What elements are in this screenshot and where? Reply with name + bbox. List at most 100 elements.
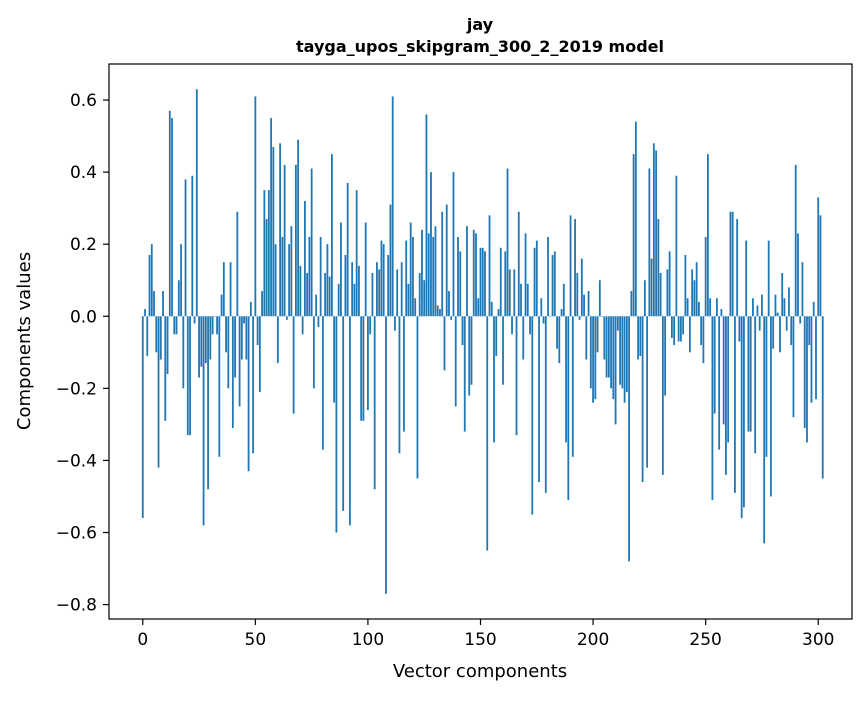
bar-139 bbox=[454, 316, 457, 407]
bar-283 bbox=[779, 316, 781, 353]
bar-193 bbox=[576, 273, 579, 317]
bar-24 bbox=[195, 89, 198, 317]
bar-280 bbox=[772, 316, 775, 349]
y-tick-label: 0.4 bbox=[70, 163, 97, 183]
bar-158 bbox=[497, 309, 500, 317]
bar-302 bbox=[821, 316, 824, 479]
bar-154 bbox=[488, 215, 491, 317]
bar-59 bbox=[274, 244, 277, 317]
bar-23 bbox=[193, 316, 196, 324]
bar-102 bbox=[371, 273, 374, 317]
bar-33 bbox=[216, 316, 218, 335]
bar-226 bbox=[650, 258, 653, 317]
bar-92 bbox=[349, 316, 351, 526]
bar-22 bbox=[191, 175, 194, 317]
bar-246 bbox=[695, 262, 698, 317]
bar-25 bbox=[198, 316, 200, 378]
bars-group bbox=[141, 89, 824, 594]
bar-53 bbox=[261, 291, 263, 317]
bar-121 bbox=[414, 298, 417, 317]
bar-133 bbox=[441, 211, 444, 317]
bar-94 bbox=[353, 283, 356, 317]
bar-46 bbox=[245, 316, 248, 360]
bar-201 bbox=[594, 316, 597, 400]
bar-87 bbox=[337, 283, 340, 317]
bar-8 bbox=[159, 316, 162, 360]
bar-191 bbox=[571, 316, 574, 457]
bar-11 bbox=[166, 316, 169, 374]
bar-240 bbox=[682, 316, 685, 335]
bar-291 bbox=[797, 233, 799, 317]
bar-129 bbox=[432, 236, 435, 317]
bar-99 bbox=[364, 222, 367, 317]
bar-110 bbox=[389, 204, 392, 317]
bar-287 bbox=[788, 287, 790, 317]
bar-271 bbox=[752, 298, 754, 317]
bar-166 bbox=[515, 316, 518, 436]
bar-286 bbox=[785, 316, 788, 331]
bar-100 bbox=[367, 316, 369, 410]
bar-44 bbox=[240, 316, 243, 360]
bar-112 bbox=[394, 316, 396, 331]
bar-217 bbox=[630, 291, 633, 317]
bar-228 bbox=[655, 150, 658, 317]
bar-182 bbox=[551, 255, 554, 317]
bar-232 bbox=[664, 316, 667, 396]
bar-256 bbox=[718, 316, 721, 450]
bar-152 bbox=[484, 251, 486, 317]
bar-189 bbox=[567, 316, 570, 501]
bar-208 bbox=[610, 316, 612, 389]
bar-55 bbox=[265, 218, 268, 317]
bar-29 bbox=[207, 316, 209, 490]
bar-236 bbox=[673, 316, 676, 346]
bar-30 bbox=[209, 316, 212, 360]
bar-75 bbox=[310, 168, 313, 317]
bar-255 bbox=[716, 298, 718, 317]
bar-290 bbox=[794, 164, 797, 317]
bar-78 bbox=[317, 316, 320, 328]
bar-200 bbox=[592, 316, 594, 403]
bar-274 bbox=[758, 316, 761, 331]
bar-68 bbox=[294, 164, 297, 317]
bar-9 bbox=[162, 291, 164, 317]
bar-51 bbox=[256, 316, 259, 346]
bar-116 bbox=[403, 316, 405, 432]
bar-115 bbox=[400, 262, 403, 317]
bar-160 bbox=[502, 316, 504, 385]
bar-253 bbox=[711, 316, 714, 501]
bar-183 bbox=[553, 251, 556, 317]
bar-281 bbox=[774, 294, 777, 317]
bar-205 bbox=[603, 316, 606, 360]
bar-263 bbox=[734, 316, 736, 493]
bar-257 bbox=[720, 309, 723, 317]
bar-20 bbox=[186, 316, 189, 436]
bar-250 bbox=[704, 236, 707, 317]
bar-127 bbox=[427, 233, 430, 317]
bar-239 bbox=[679, 316, 682, 342]
x-tick-label: 100 bbox=[352, 630, 384, 650]
bar-157 bbox=[495, 316, 498, 356]
bar-268 bbox=[745, 240, 748, 317]
bar-42 bbox=[236, 211, 239, 317]
bar-262 bbox=[731, 211, 734, 317]
bar-230 bbox=[659, 273, 662, 317]
chart-title-line-1: jay bbox=[466, 15, 494, 34]
bar-163 bbox=[508, 269, 511, 317]
bar-170 bbox=[524, 233, 527, 317]
x-tick-label: 150 bbox=[464, 630, 496, 650]
bar-96 bbox=[358, 265, 360, 317]
bar-43 bbox=[238, 316, 241, 407]
bar-242 bbox=[686, 298, 689, 317]
bar-296 bbox=[808, 316, 811, 346]
bar-32 bbox=[213, 316, 216, 317]
bar-79 bbox=[319, 236, 322, 317]
bar-260 bbox=[727, 316, 730, 443]
bar-41 bbox=[234, 316, 236, 378]
bar-146 bbox=[470, 316, 473, 385]
bar-57 bbox=[270, 118, 273, 317]
bar-2 bbox=[146, 316, 149, 356]
bar-103 bbox=[373, 316, 376, 490]
bar-196 bbox=[583, 294, 585, 317]
bar-186 bbox=[560, 309, 563, 317]
